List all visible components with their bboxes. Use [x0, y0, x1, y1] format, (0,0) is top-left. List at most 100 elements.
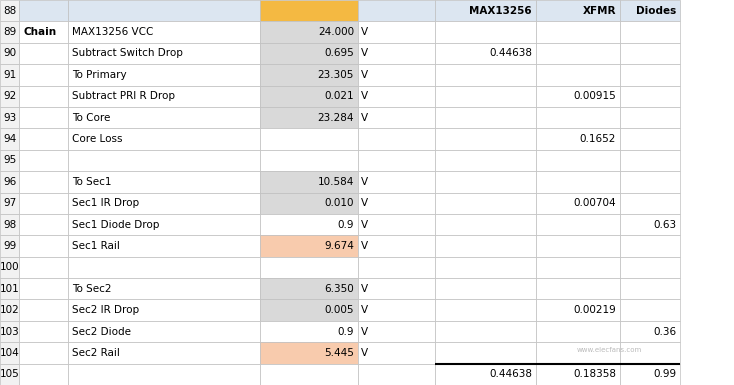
- Bar: [19, 171, 68, 192]
- Bar: [19, 43, 68, 64]
- Bar: [536, 321, 620, 342]
- Text: Sec1 Diode Drop: Sec1 Diode Drop: [72, 219, 159, 229]
- Bar: [260, 64, 358, 85]
- Bar: [68, 150, 260, 171]
- Text: V: V: [361, 219, 368, 229]
- Text: 90: 90: [3, 49, 16, 59]
- Bar: [260, 192, 358, 214]
- Text: Sec2 IR Drop: Sec2 IR Drop: [72, 305, 139, 315]
- Text: 0.00915: 0.00915: [573, 91, 616, 101]
- Bar: [19, 257, 68, 278]
- Text: 91: 91: [3, 70, 16, 80]
- Bar: [435, 342, 536, 363]
- Bar: [0, 150, 19, 171]
- Bar: [68, 342, 260, 363]
- Bar: [68, 64, 260, 85]
- Text: V: V: [361, 70, 368, 80]
- Bar: [68, 107, 260, 128]
- Bar: [0, 43, 19, 64]
- Bar: [0, 257, 19, 278]
- Text: 24.000: 24.000: [318, 27, 354, 37]
- Text: 105: 105: [0, 369, 19, 379]
- Bar: [68, 300, 260, 321]
- Text: V: V: [361, 49, 368, 59]
- Bar: [620, 321, 680, 342]
- Bar: [536, 214, 620, 235]
- Bar: [536, 257, 620, 278]
- Text: 0.005: 0.005: [324, 305, 354, 315]
- Bar: [19, 192, 68, 214]
- Text: 0.63: 0.63: [653, 219, 676, 229]
- Bar: [536, 235, 620, 257]
- Bar: [435, 107, 536, 128]
- Bar: [620, 150, 680, 171]
- Text: 0.99: 0.99: [653, 369, 676, 379]
- Text: 88: 88: [3, 6, 16, 16]
- Text: 95: 95: [3, 156, 16, 166]
- Text: 89: 89: [3, 27, 16, 37]
- Text: www.elecfans.com: www.elecfans.com: [577, 347, 642, 353]
- Text: XFMR: XFMR: [583, 6, 616, 16]
- Bar: [19, 214, 68, 235]
- Bar: [536, 0, 620, 22]
- Bar: [536, 128, 620, 150]
- Bar: [260, 214, 358, 235]
- Bar: [435, 85, 536, 107]
- Bar: [260, 150, 358, 171]
- Bar: [260, 300, 358, 321]
- Bar: [260, 85, 358, 107]
- Bar: [0, 64, 19, 85]
- Bar: [0, 85, 19, 107]
- Bar: [620, 300, 680, 321]
- Bar: [0, 321, 19, 342]
- Bar: [0, 235, 19, 257]
- Bar: [620, 214, 680, 235]
- Bar: [536, 107, 620, 128]
- Bar: [536, 300, 620, 321]
- Text: V: V: [361, 113, 368, 123]
- Text: 0.9: 0.9: [338, 326, 354, 336]
- Bar: [0, 363, 19, 385]
- Bar: [68, 363, 260, 385]
- Bar: [19, 107, 68, 128]
- Text: 0.36: 0.36: [653, 326, 676, 336]
- Bar: [19, 235, 68, 257]
- Text: 101: 101: [0, 284, 19, 294]
- Text: 0.00219: 0.00219: [573, 305, 616, 315]
- Bar: [620, 107, 680, 128]
- Text: Core Loss: Core Loss: [72, 134, 123, 144]
- Bar: [536, 85, 620, 107]
- Bar: [260, 22, 358, 43]
- Bar: [435, 363, 536, 385]
- Bar: [19, 342, 68, 363]
- Text: V: V: [361, 305, 368, 315]
- Bar: [620, 43, 680, 64]
- Text: 23.284: 23.284: [318, 113, 354, 123]
- Bar: [435, 321, 536, 342]
- Text: 96: 96: [3, 177, 16, 187]
- Bar: [260, 278, 358, 300]
- Bar: [0, 214, 19, 235]
- Bar: [0, 278, 19, 300]
- Bar: [435, 64, 536, 85]
- Text: 0.9: 0.9: [338, 219, 354, 229]
- Bar: [358, 85, 435, 107]
- Bar: [68, 235, 260, 257]
- Bar: [620, 257, 680, 278]
- Text: 23.305: 23.305: [318, 70, 354, 80]
- Bar: [435, 192, 536, 214]
- Bar: [68, 85, 260, 107]
- Bar: [620, 171, 680, 192]
- Text: To Sec1: To Sec1: [72, 177, 112, 187]
- Bar: [358, 235, 435, 257]
- Bar: [620, 0, 680, 22]
- Bar: [358, 214, 435, 235]
- Text: 0.021: 0.021: [324, 91, 354, 101]
- Bar: [68, 22, 260, 43]
- Bar: [260, 342, 358, 363]
- Bar: [0, 171, 19, 192]
- Bar: [19, 278, 68, 300]
- Bar: [620, 64, 680, 85]
- Text: V: V: [361, 348, 368, 358]
- Text: V: V: [361, 27, 368, 37]
